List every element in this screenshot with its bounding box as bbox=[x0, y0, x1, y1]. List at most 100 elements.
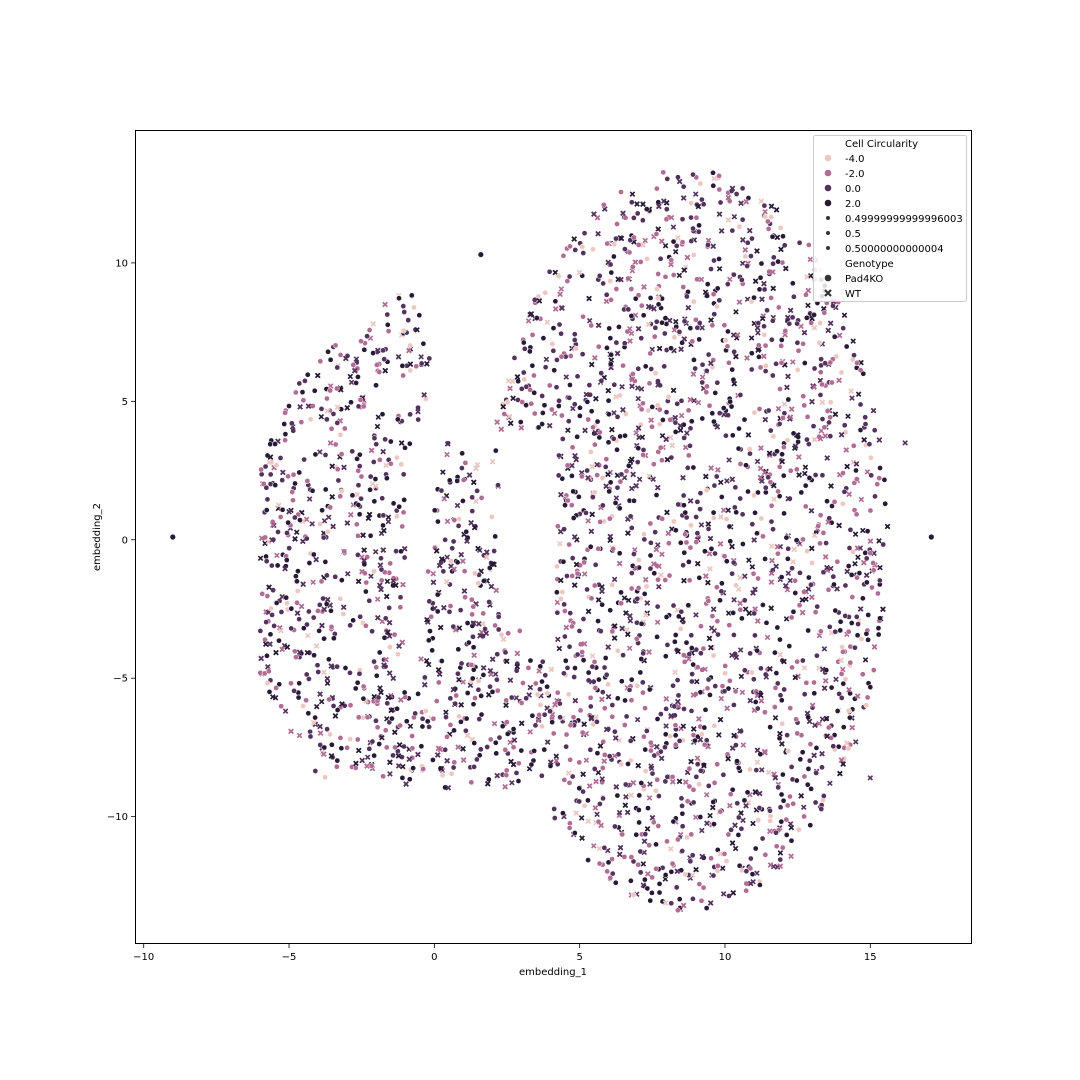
pad4ko-point bbox=[655, 823, 662, 829]
wt-point bbox=[603, 298, 610, 304]
pad4ko-point bbox=[310, 614, 317, 621]
pad4ko-point bbox=[257, 628, 264, 634]
wt-point bbox=[588, 528, 595, 535]
wt-point bbox=[645, 321, 652, 328]
wt-point bbox=[703, 792, 710, 798]
pad4ko-point bbox=[681, 659, 688, 665]
wt-point bbox=[634, 716, 641, 723]
pad4ko-point bbox=[397, 594, 404, 601]
pad4ko-point bbox=[395, 416, 401, 423]
pad4ko-point bbox=[318, 406, 325, 412]
pad4ko-point bbox=[705, 783, 712, 789]
wt-point bbox=[625, 597, 632, 604]
pad4ko-point bbox=[777, 636, 783, 643]
wt-point bbox=[667, 434, 674, 441]
pad4ko-point bbox=[577, 707, 584, 714]
pad4ko-point bbox=[480, 672, 487, 678]
pad4ko-point bbox=[762, 213, 768, 220]
wt-point bbox=[743, 198, 750, 205]
pad4ko-point bbox=[616, 324, 622, 330]
pad4ko-point bbox=[665, 394, 672, 400]
pad4ko-point bbox=[599, 475, 606, 481]
pad4ko-point bbox=[390, 500, 397, 507]
wt-point bbox=[480, 621, 486, 627]
pad4ko-point bbox=[551, 815, 558, 821]
wt-point bbox=[699, 374, 706, 380]
pad4ko-point bbox=[442, 746, 449, 753]
wt-point bbox=[304, 649, 311, 656]
pad4ko-point bbox=[447, 722, 454, 728]
wt-point bbox=[646, 795, 653, 801]
pad4ko-point bbox=[324, 726, 330, 732]
pad4ko-point bbox=[645, 407, 652, 414]
pad4ko-point bbox=[637, 869, 644, 876]
wt-point bbox=[825, 519, 832, 525]
pad4ko-point bbox=[478, 693, 484, 699]
pad4ko-point bbox=[729, 227, 736, 234]
pad4ko-point bbox=[334, 385, 340, 392]
wt-point bbox=[683, 779, 689, 785]
pad4ko-point bbox=[317, 358, 324, 365]
wt-point bbox=[266, 584, 272, 590]
pad4ko-point bbox=[618, 678, 625, 685]
pad4ko-point bbox=[786, 643, 793, 649]
pad4ko-point bbox=[590, 246, 596, 253]
wt-point bbox=[715, 467, 721, 473]
pad4ko-point bbox=[455, 670, 461, 677]
pad4ko-point bbox=[780, 797, 787, 804]
pad4ko-point bbox=[541, 711, 548, 718]
pad4ko-point bbox=[623, 713, 630, 720]
wt-point bbox=[321, 518, 328, 524]
wt-point bbox=[641, 838, 648, 844]
pad4ko-point bbox=[640, 447, 647, 453]
wt-point bbox=[674, 868, 681, 875]
pad4ko-point bbox=[817, 369, 824, 376]
wt-point bbox=[464, 538, 470, 544]
wt-point bbox=[783, 265, 789, 272]
wt-point bbox=[690, 371, 697, 377]
wt-point bbox=[470, 620, 477, 627]
pad4ko-point bbox=[566, 395, 573, 401]
pad4ko-point bbox=[611, 253, 617, 260]
pad4ko-point bbox=[603, 291, 610, 298]
pad4ko-point bbox=[793, 537, 800, 544]
wt-point bbox=[811, 752, 817, 759]
wt-point bbox=[655, 382, 661, 388]
pad4ko-point bbox=[628, 877, 634, 884]
pad4ko-point bbox=[320, 595, 326, 602]
wt-point bbox=[269, 537, 275, 543]
wt-point bbox=[440, 469, 446, 475]
pad4ko-point bbox=[603, 671, 610, 678]
wt-point bbox=[738, 200, 744, 207]
pad4ko-point bbox=[363, 579, 370, 586]
pad4ko-point bbox=[688, 214, 694, 221]
wt-point bbox=[867, 538, 874, 544]
wt-point bbox=[348, 511, 354, 518]
pad4ko-point bbox=[454, 559, 461, 566]
wt-point bbox=[355, 578, 362, 585]
wt-point bbox=[265, 538, 272, 545]
pad4ko-point bbox=[647, 350, 654, 357]
pad4ko-point bbox=[863, 579, 870, 586]
pad4ko-point bbox=[691, 357, 697, 363]
pad4ko-point bbox=[535, 424, 542, 431]
wt-point bbox=[458, 702, 464, 708]
wt-point bbox=[480, 665, 487, 671]
pad4ko-point bbox=[808, 319, 814, 326]
pad4ko-point bbox=[679, 216, 686, 223]
pad4ko-point bbox=[571, 674, 578, 680]
wt-point bbox=[662, 900, 669, 906]
wt-point bbox=[769, 557, 775, 564]
wt-point bbox=[359, 757, 365, 764]
pad4ko-point bbox=[401, 554, 408, 561]
pad4ko-point bbox=[679, 803, 685, 809]
pad4ko-point bbox=[458, 660, 465, 667]
wt-point bbox=[596, 845, 603, 852]
pad4ko-point bbox=[288, 605, 295, 612]
pad4ko-point bbox=[597, 519, 603, 525]
wt-point bbox=[755, 330, 761, 336]
wt-point bbox=[805, 586, 812, 592]
wt-point bbox=[583, 757, 590, 764]
pad4ko-point bbox=[796, 826, 802, 833]
pad4ko-point bbox=[838, 695, 845, 701]
